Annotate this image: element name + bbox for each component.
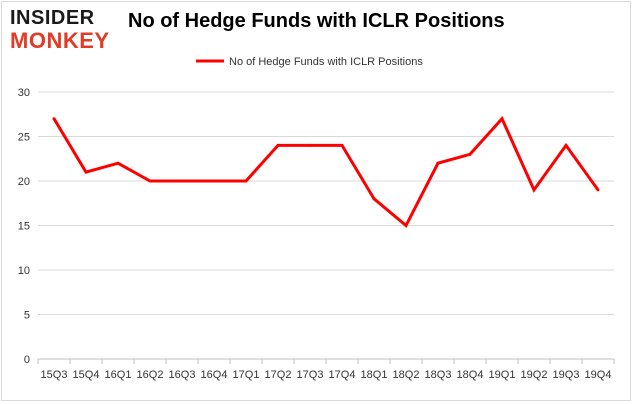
legend: No of Hedge Funds with ICLR Positions: [196, 56, 423, 68]
x-tick-label: 19Q1: [489, 369, 516, 381]
data-point: [532, 188, 536, 192]
x-tick-label: 19Q4: [585, 369, 612, 381]
x-tick-label: 18Q2: [393, 369, 420, 381]
x-tick-label: 15Q4: [73, 369, 100, 381]
data-point: [244, 179, 248, 183]
gridlines: [38, 91, 614, 315]
data-point: [116, 161, 120, 165]
x-tick-label: 17Q1: [233, 369, 260, 381]
data-point: [212, 179, 216, 183]
x-tick-label: 17Q3: [297, 369, 324, 381]
data-point: [404, 224, 408, 227]
series-layer: [52, 115, 600, 228]
y-tick-label: 0: [24, 354, 30, 366]
data-point: [436, 161, 440, 165]
y-tick-label: 5: [24, 310, 30, 322]
x-tick-label: 18Q4: [457, 369, 484, 381]
insider-monkey-logo: INSIDER MONKEY: [10, 7, 110, 52]
y-tick-label: 20: [18, 176, 30, 188]
y-tick-label: 25: [18, 132, 30, 144]
data-point: [180, 179, 184, 183]
x-tick-label: 19Q3: [553, 369, 580, 381]
data-point: [564, 143, 568, 147]
legend-label: No of Hedge Funds with ICLR Positions: [229, 56, 423, 68]
x-tick-label: 15Q3: [41, 369, 68, 381]
series-line: [52, 115, 600, 228]
x-tick-label: 17Q4: [329, 369, 356, 381]
data-point: [52, 117, 56, 121]
data-point: [500, 117, 504, 121]
data-point: [596, 188, 600, 192]
x-tick-label: 16Q2: [137, 369, 164, 381]
axes: 0 5 10 15 20 25 30 15Q3 15Q4 16Q1 16Q2 16Q3 16Q4 17Q1…: [18, 87, 615, 381]
x-tick-label: 17Q2: [265, 369, 292, 381]
logo-line-bottom: MONKEY: [10, 28, 110, 52]
x-tick-label: 18Q1: [361, 369, 388, 381]
chart-title: No of Hedge Funds with ICLR Positions: [128, 10, 505, 32]
logo-line-top: INSIDER: [10, 7, 95, 29]
data-point: [276, 143, 280, 147]
x-tick-label: 18Q3: [425, 369, 452, 381]
x-tick-label: 16Q1: [105, 369, 132, 381]
x-tick-label: 19Q2: [521, 369, 548, 381]
y-tick-label: 30: [18, 87, 30, 99]
x-tick-label: 16Q4: [201, 369, 228, 381]
data-point: [148, 179, 152, 183]
data-point: [308, 143, 312, 147]
x-tick-label: 16Q3: [169, 369, 196, 381]
y-tick-label: 10: [18, 265, 30, 277]
data-point: [372, 197, 376, 201]
y-tick-label: 15: [18, 221, 30, 233]
data-point: [468, 152, 472, 156]
data-point: [84, 170, 88, 174]
data-point: [340, 143, 344, 147]
